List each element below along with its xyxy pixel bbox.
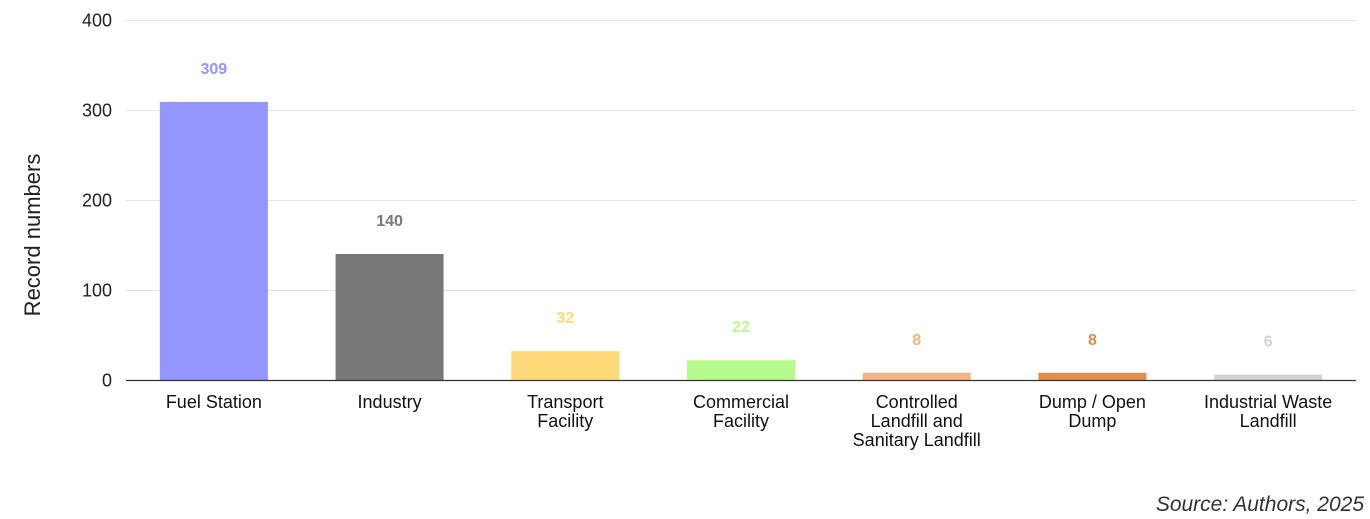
data-label-4: 22 (732, 319, 750, 336)
bar-5 (862, 372, 971, 380)
data-label-1: 309 (201, 61, 228, 78)
bars (159, 101, 1323, 381)
x-category-label-6: Dump / Open Dump (1039, 392, 1146, 431)
x-category-label-7: Industrial Waste Landfill (1204, 392, 1332, 431)
y-tick-label-0: 0 (102, 371, 112, 391)
x-category-line: Commercial (693, 392, 789, 412)
y-axis-ticks: 0 100 200 300 400 (82, 11, 112, 391)
data-labels: 309 140 32 22 8 8 6 (201, 61, 1273, 351)
x-category-line: Industrial Waste (1204, 392, 1332, 412)
bar-6 (1038, 372, 1147, 380)
x-category-line: Facility (537, 411, 593, 431)
bar-2 (335, 254, 444, 380)
x-category-label-5: Controlled Landfill and Sanitary Landfill (853, 392, 981, 450)
x-category-line: Dump (1068, 411, 1116, 431)
x-category-line: Landfill and (871, 411, 963, 431)
x-category-line: Controlled (876, 392, 958, 412)
x-category-line: Dump / Open (1039, 392, 1146, 412)
data-label-7: 6 (1264, 334, 1273, 351)
x-axis-categories: Fuel Station Industry Transport FacilityCom… (166, 392, 1333, 450)
bar-1 (159, 101, 268, 381)
bar-3 (511, 351, 620, 380)
gridlines (126, 20, 1356, 291)
x-category-label-1: Fuel Station (166, 392, 262, 412)
source-note: Source: Authors, 2025 (1155, 493, 1364, 516)
data-label-2: 140 (376, 213, 403, 230)
x-category-line: Industry (358, 392, 422, 412)
y-tick-label-200: 200 (82, 191, 112, 211)
y-axis-title: Record numbers (20, 154, 45, 317)
y-tick-label-300: 300 (82, 101, 112, 121)
x-category-line: Transport (527, 392, 603, 412)
x-category-label-4: Commercial Facility (693, 392, 789, 431)
x-category-line: Landfill (1240, 411, 1297, 431)
x-category-label-3: Transport Facility (527, 392, 603, 431)
y-tick-label-100: 100 (82, 281, 112, 301)
data-label-6: 8 (1088, 332, 1097, 349)
y-tick-label-400: 400 (82, 11, 112, 31)
bar-4 (687, 360, 795, 380)
data-label-3: 32 (556, 310, 574, 327)
data-label-5: 8 (912, 332, 921, 349)
x-category-label-2: Industry (358, 392, 422, 412)
x-category-line: Facility (713, 411, 769, 431)
x-category-line: Fuel Station (166, 392, 262, 412)
x-category-line: Sanitary Landfill (853, 430, 981, 450)
bar-7 (1214, 374, 1323, 380)
